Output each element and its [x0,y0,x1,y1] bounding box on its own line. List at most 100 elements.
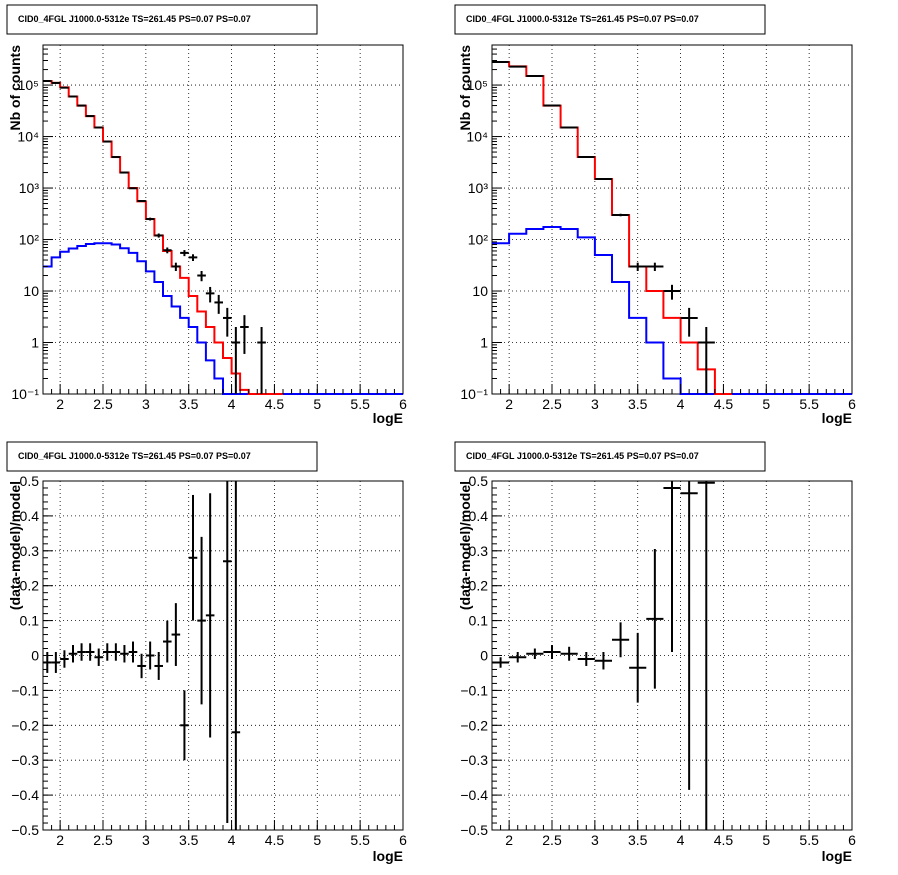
title-box [6,441,318,472]
y-axis-label: (data-model)/model [7,481,23,610]
y-tick-label: 10³ [19,180,40,196]
x-tick-label: 6 [399,396,407,412]
grid [492,45,852,394]
x-tick-label: 5.5 [350,832,370,848]
y-tick-label: 10² [468,232,489,248]
chart-title: CID0_4FGL J1000.0-5312e TS=261.45 PS=0.0… [18,451,251,461]
axis-ticks: 2 2.5 3 3.5 4 4.5 5 5.5 6 10⁻¹ 1 10 10² 10³ 10⁴ 10⁵ [460,44,856,412]
x-tick-label: 2 [505,832,513,848]
chart-title: CID0_4FGL J1000.0-5312e TS=261.45 PS=0.0… [466,451,699,461]
panel-frame [491,44,853,395]
chart-title: CID0_4FGL J1000.0-5312e TS=261.45 PS=0.0… [18,14,251,24]
y-tick-label: 10⁵ [467,77,488,93]
x-tick-label: 6 [399,832,407,848]
x-tick-label: 2 [56,832,64,848]
y-tick-label: 0 [31,648,39,664]
panel-top-right: CID0_4FGL J1000.0-5312e TS=261.45 PS=0.0… [454,4,856,426]
x-tick-label: 4 [677,832,685,848]
x-tick-label: 2.5 [542,832,562,848]
y-axis-label: (data-model)/model [457,481,473,610]
series-1-histogram-line [43,80,283,395]
axis-ticks: 2 2.5 3 3.5 4 4.5 5 5.5 6 −0.5 −0.4 −0.3 −0.2 −0.1 0 0.… [460,473,856,848]
axis-ticks: 2 2.5 3 3.5 4 4.5 5 5.5 6 −0.5 −0.4 −0.3 −0.2 −0.1 0 0.… [11,473,407,848]
series-0-histogram-line [43,242,403,395]
y-tick-label: 0.2 [20,578,40,594]
y-tick-label: −0.2 [460,717,488,733]
x-tick-label: 3.5 [628,396,648,412]
chart-title: CID0_4FGL J1000.0-5312e TS=261.45 PS=0.0… [466,14,699,24]
y-tick-label: −0.5 [11,822,39,838]
grid [43,481,403,830]
y-tick-label: −0.4 [11,787,39,803]
y-tick-label: 0.1 [20,613,40,629]
y-tick-label: −0.3 [11,752,39,768]
y-tick-label: −0.1 [11,682,39,698]
x-tick-label: 6 [848,832,856,848]
x-tick-label: 6 [848,396,856,412]
y-tick-label: 0.1 [469,613,489,629]
x-tick-label: 4 [228,396,236,412]
x-axis-label: logE [373,410,403,426]
y-tick-label: 0.2 [469,578,489,594]
x-tick-label: 5 [762,396,770,412]
y-tick-label: −0.5 [460,822,488,838]
x-axis-label: logE [822,410,852,426]
y-tick-label: 10⁵ [18,77,39,93]
y-tick-label: 10³ [468,180,489,196]
y-tick-label: 1 [480,335,488,351]
x-tick-label: 5.5 [799,396,819,412]
x-tick-label: 4.5 [714,832,734,848]
y-tick-label: 10² [19,232,40,248]
y-tick-label: 0.5 [469,473,489,489]
y-tick-label: 10⁴ [17,129,39,145]
panel-bottom-left: CID0_4FGL J1000.0-5312e TS=261.45 PS=0.0… [6,441,407,864]
x-tick-label: 5.5 [350,396,370,412]
plot-area [43,79,403,395]
x-tick-label: 2.5 [93,832,113,848]
x-axis-label: logE [373,848,403,864]
plot-area [492,481,715,830]
x-tick-label: 4.5 [714,396,734,412]
y-tick-label: 0.4 [469,508,489,524]
x-tick-label: 2.5 [93,396,113,412]
x-tick-label: 3 [142,832,150,848]
x-tick-label: 3.5 [628,832,648,848]
x-tick-label: 5 [762,832,770,848]
grid [43,45,403,394]
y-tick-label: −0.3 [460,752,488,768]
panel-bottom-right: CID0_4FGL J1000.0-5312e TS=261.45 PS=0.0… [454,441,856,864]
y-tick-label: 0 [480,648,488,664]
y-tick-label: −0.1 [460,682,488,698]
y-tick-label: 10⁻¹ [11,386,39,402]
y-tick-label: −0.4 [460,787,488,803]
x-tick-label: 3.5 [179,832,199,848]
y-tick-label: 10 [472,283,488,299]
y-tick-label: 10⁻¹ [460,386,488,402]
x-tick-label: 5.5 [799,832,819,848]
axis-ticks: 2 2.5 3 3.5 4 4.5 5 5.5 6 10⁻¹ 1 10 10² 10³ 10⁴ 10⁵ [11,44,407,412]
panel-top-left: CID0_4FGL J1000.0-5312e TS=261.45 PS=0.0… [6,4,407,426]
x-tick-label: 4.5 [265,396,285,412]
x-tick-label: 2 [56,396,64,412]
x-tick-label: 5 [313,832,321,848]
title-box [454,4,766,35]
x-tick-label: 3 [142,396,150,412]
x-tick-label: 3 [591,832,599,848]
series-0-histogram-line [492,226,852,395]
x-tick-label: 3.5 [179,396,199,412]
title-box [6,4,318,35]
x-tick-label: 2 [505,396,513,412]
plot-area [492,61,852,395]
y-tick-label: 10⁴ [466,129,488,145]
x-tick-label: 4 [228,832,236,848]
title-box [454,441,766,472]
y-axis-label: Nb of counts [7,45,23,131]
x-tick-label: 3 [591,396,599,412]
x-tick-label: 2.5 [542,396,562,412]
x-tick-label: 4 [677,396,685,412]
plot-area [43,481,241,830]
y-tick-label: 0.5 [20,473,40,489]
y-tick-label: 0.3 [20,543,40,559]
x-axis-label: logE [822,848,852,864]
